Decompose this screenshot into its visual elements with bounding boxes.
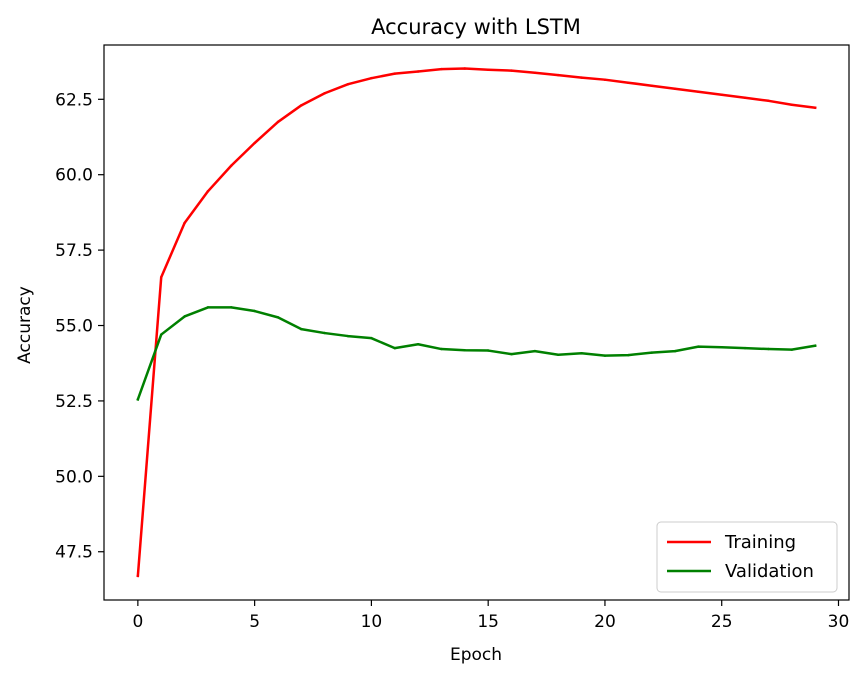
- data-point-training: [136, 574, 140, 578]
- y-tick-label: 50.0: [55, 467, 93, 487]
- data-point-training: [533, 71, 537, 74]
- data-point-training: [720, 93, 723, 97]
- data-point-training: [206, 190, 210, 193]
- series-line-training: [136, 67, 817, 578]
- data-point-validation: [720, 345, 723, 349]
- data-point-validation: [440, 347, 443, 351]
- series-line-validation: [136, 306, 817, 402]
- data-point-validation: [486, 349, 490, 352]
- axes-frame: [103, 44, 850, 601]
- y-tick-label: 57.5: [55, 241, 93, 261]
- data-point-training: [440, 67, 443, 71]
- legend-label-validation: Validation: [725, 561, 814, 582]
- data-point-validation: [300, 327, 303, 331]
- data-point-validation: [463, 349, 467, 352]
- x-tick-label: 5: [249, 612, 260, 632]
- y-axis-label: Accuracy: [15, 286, 35, 364]
- data-point-validation: [580, 352, 583, 355]
- data-point-training: [743, 96, 747, 100]
- y-tick-label: 60.0: [55, 166, 93, 186]
- data-point-validation: [510, 352, 513, 356]
- data-point-validation: [790, 348, 794, 351]
- data-point-validation: [346, 334, 350, 338]
- data-point-validation: [136, 398, 140, 401]
- data-point-validation: [393, 346, 397, 350]
- x-tick-label: 15: [477, 612, 499, 632]
- data-point-training: [486, 68, 490, 71]
- data-point-validation: [370, 336, 373, 340]
- data-point-validation: [533, 349, 537, 353]
- x-tick-label: 10: [361, 612, 383, 632]
- data-point-training: [556, 73, 560, 77]
- data-point-training: [627, 81, 630, 84]
- data-point-validation: [416, 342, 420, 346]
- y-tick-label: 55.0: [55, 317, 93, 337]
- y-tick-label: 47.5: [55, 543, 93, 563]
- data-point-validation: [159, 333, 163, 336]
- data-point-training: [230, 164, 233, 167]
- data-point-training: [346, 82, 350, 86]
- data-point-validation: [743, 346, 747, 350]
- data-point-training: [767, 99, 770, 103]
- legend-box: [656, 521, 838, 593]
- data-point-training: [276, 120, 280, 124]
- data-point-training: [393, 72, 397, 75]
- data-point-validation: [673, 349, 677, 353]
- data-point-training: [300, 104, 303, 107]
- data-point-training: [790, 103, 794, 106]
- data-point-training: [603, 78, 607, 81]
- data-point-training: [510, 69, 513, 72]
- data-point-training: [253, 141, 256, 145]
- legend-label-training: Training: [724, 532, 796, 553]
- data-point-training: [183, 221, 186, 225]
- data-point-validation: [276, 316, 280, 319]
- legend: Training Validation: [656, 521, 838, 593]
- data-point-validation: [650, 351, 653, 354]
- data-point-validation: [767, 347, 770, 351]
- x-tick-label: 25: [711, 612, 733, 632]
- x-axis-ticks: 0 5 10 15 20 25 30: [132, 600, 849, 632]
- data-point-training: [323, 92, 326, 95]
- data-point-training: [650, 84, 653, 87]
- data-point-validation: [323, 331, 326, 335]
- data-point-validation: [253, 309, 256, 313]
- data-point-training: [463, 67, 467, 70]
- data-point-validation: [697, 345, 700, 348]
- data-point-validation: [603, 354, 607, 357]
- data-point-validation: [556, 353, 560, 357]
- data-point-validation: [813, 344, 817, 347]
- data-point-training: [813, 106, 817, 109]
- data-point-training: [416, 70, 420, 73]
- chart-title: Accuracy with LSTM: [371, 15, 581, 39]
- data-point-validation: [230, 306, 233, 309]
- plot-area: 0 5 10 15 20 25 30 47.5 50.0 52.5 55.0 57.5 60.0 62.…: [55, 44, 850, 632]
- data-point-validation: [183, 315, 186, 318]
- data-point-training: [159, 276, 163, 279]
- data-point-training: [580, 76, 583, 79]
- data-point-training: [673, 87, 677, 90]
- data-point-validation: [627, 353, 630, 357]
- x-tick-label: 20: [594, 612, 616, 632]
- data-point-validation: [206, 306, 210, 309]
- x-tick-label: 0: [132, 612, 143, 632]
- y-tick-label: 52.5: [55, 392, 93, 412]
- data-point-training: [370, 76, 373, 80]
- x-tick-label: 30: [828, 612, 850, 632]
- y-axis-ticks: 47.5 50.0 52.5 55.0 57.5 60.0 62.5: [55, 90, 104, 563]
- data-point-training: [697, 90, 700, 94]
- x-axis-label: Epoch: [450, 645, 502, 665]
- y-tick-label: 62.5: [55, 90, 93, 110]
- series-group: [136, 67, 817, 578]
